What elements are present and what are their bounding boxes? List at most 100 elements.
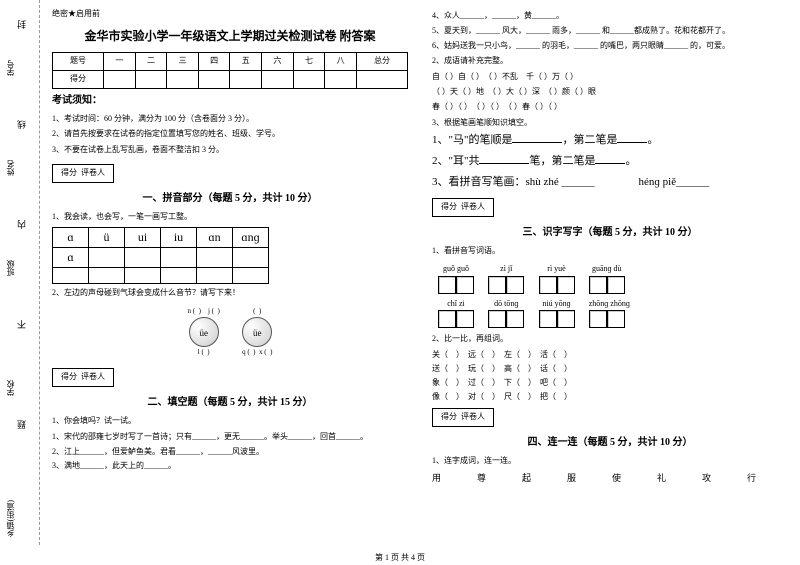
blank: [512, 133, 562, 143]
fill-item: 3、满地______，此天上的______。: [52, 460, 408, 473]
question-text: 2、比一比，再组词。: [432, 333, 788, 346]
char-box: [438, 276, 456, 294]
score-header: 题号: [53, 52, 104, 70]
stroke-num: 1、: [432, 134, 449, 146]
notice-item: 1、考试时间：60 分钟，满分为 100 分（含卷面分 3 分）。: [52, 113, 408, 126]
question-text: 1、我会读，也会写，一笔一画写工整。: [52, 211, 408, 224]
score-entry-box: 得分 评卷人: [432, 408, 494, 427]
pinyin-label: guānɡ dù: [589, 263, 625, 276]
score-entry-box: 得分 评卷人: [52, 164, 114, 183]
char-box: [589, 276, 607, 294]
page-footer: 第 1 页 共 4 页: [0, 552, 800, 563]
left-column: 绝密★启用前 金华市实验小学一年级语文上学期过关检测试卷 附答案 题号 一 二 …: [40, 0, 420, 545]
binding-label: 班级: [5, 260, 16, 276]
stroke-char: "马": [449, 134, 469, 146]
fill-item: 5、夏天到，______ 风大，______ 雨多，______ 和______…: [432, 25, 788, 38]
right-column: 4、众人______，______，黄______。 5、夏天到，______ …: [420, 0, 800, 545]
score-left: 得分: [441, 202, 457, 211]
score-cell: [167, 70, 199, 88]
compare-row: 关（ ） 远（ ） 左（ ） 活（ ）: [432, 349, 788, 362]
compare-row: 象（ ） 过（ ） 下（ ） 吧（ ）: [432, 377, 788, 390]
score-entry-box: 得分 评卷人: [52, 368, 114, 387]
char-box: [539, 276, 557, 294]
binding-mark: 封: [15, 20, 28, 29]
blank: [617, 133, 647, 143]
ray-label: l: [198, 348, 200, 356]
notice-item: 3、不要在试卷上乱写乱画，卷面不整洁扣 3 分。: [52, 144, 408, 157]
char-box: [557, 310, 575, 328]
score-row-label: 得分: [53, 70, 104, 88]
section-title: 一、拼音部分（每题 5 分，共计 10 分）: [52, 191, 408, 207]
score-entry-box: 得分 评卷人: [432, 198, 494, 217]
pinyin-cell: ɑnɡ: [233, 227, 269, 247]
ray-label: x: [259, 348, 263, 356]
section-title: 四、连一连（每题 5 分，共计 10 分）: [432, 435, 788, 451]
fill-item: 4、众人______，______，黄______。: [432, 10, 788, 23]
pinyin-cell: ɑ: [53, 227, 89, 247]
score-left: 得分: [441, 412, 457, 421]
pinyin-label: niú yōnɡ: [539, 298, 575, 311]
score-header: 总分: [356, 52, 407, 70]
compare-row: 送（ ） 玩（ ） 高（ ） 话（ ）: [432, 363, 788, 376]
stroke-char: "耳": [449, 155, 469, 167]
secret-label: 绝密★启用前: [52, 8, 408, 21]
score-cell: [293, 70, 325, 88]
char-box: [438, 310, 456, 328]
ray-label: q: [242, 348, 246, 356]
binding-margin: 乡镇(街道) 学校 班级 姓名 学号 题 不 内 线 封: [0, 0, 40, 545]
score-header: 二: [135, 52, 167, 70]
score-cell: [104, 70, 136, 88]
stroke-tail: 。: [625, 155, 636, 167]
question-text: 2、成语请补充完整。: [432, 55, 788, 68]
score-right: 评卷人: [461, 202, 485, 211]
pinyin-label: zhōnɡ zhōnɡ: [589, 298, 630, 311]
char-box: [589, 310, 607, 328]
section-title: 三、识字写字（每题 5 分，共计 10 分）: [432, 225, 788, 241]
binding-mark: 不: [15, 320, 28, 329]
idiom-row: 春（ ）（ ） （ ）（ ） （ ）春（ ）（ ）: [432, 101, 788, 114]
question-text: 3、根据笔画笔顺知识填空。: [432, 117, 788, 130]
score-right: 评卷人: [461, 412, 485, 421]
connect-chars: 用 尊 起 服 使 礼 攻 行: [432, 471, 788, 485]
binding-mark: 题: [15, 420, 28, 429]
pinyin-label: chǐ zi: [438, 298, 474, 311]
score-table: 题号 一 二 三 四 五 六 七 八 总分 得分: [52, 52, 408, 89]
binding-mark: 线: [15, 120, 28, 129]
score-header: 一: [104, 52, 136, 70]
pinyin-cell: iu: [161, 227, 197, 247]
char-box: [539, 310, 557, 328]
compare-row: 像（ ） 对（ ） 尺（ ） 把（ ）: [432, 391, 788, 404]
notice-item: 2、请首先按要求在试卷的指定位置填写您的姓名、班级、学号。: [52, 128, 408, 141]
pinyin-writing-table: ɑ ü ui iu ɑn ɑnɡ ɑ: [52, 227, 269, 284]
balloon-diagram: n ( ) j ( ) üe l ( ) ( ) üe q ( ) x ( ): [52, 306, 408, 358]
pinyin-cell: ü: [89, 227, 125, 247]
idiom-row: 自（ ）自（ ） （ ）不乱 千（ ）万（ ）: [432, 71, 788, 84]
stroke-tail: 。: [647, 134, 658, 146]
stroke-text: 笔，第二笔是: [529, 155, 595, 167]
ray-label: n: [188, 307, 192, 315]
fill-item: 1、宋代的邵雍七岁时写了一首诗；只有______，更无______。举头____…: [52, 431, 408, 444]
blank: [595, 154, 625, 164]
fill-item: 6、姑妈送我一只小鸟，______ 的羽毛，______ 的嘴巴，两只眼睛___…: [432, 40, 788, 53]
score-left: 得分: [61, 168, 77, 177]
char-box: [607, 276, 625, 294]
char-grid-row: chǐ zi dō tōnɡ niú yōnɡ zhōnɡ zhōnɡ: [432, 296, 788, 331]
pinyin-label: dō tōnɡ: [488, 298, 524, 311]
score-cell: [135, 70, 167, 88]
idiom-row: （ ）天（ ）地 （ ）大（ ）深 （ ）颜（ ）眼: [432, 86, 788, 99]
score-header: 三: [167, 52, 199, 70]
score-header: 六: [262, 52, 294, 70]
binding-label: 学校: [5, 380, 16, 396]
score-cell: [198, 70, 230, 88]
stroke-item: 1、"马"的笔顺是，第二笔是。: [432, 132, 788, 150]
stroke-item: 3、看拼音写笔画：shù zhé ______ hénɡ piě______: [432, 174, 788, 192]
pinyin-label: guǒ guǒ: [438, 263, 474, 276]
stroke-num: 2、: [432, 155, 449, 167]
char-box: [607, 310, 625, 328]
pinyin-label: rì yuè: [539, 263, 575, 276]
score-header: 四: [198, 52, 230, 70]
binding-label: 乡镇(街道): [5, 500, 16, 537]
question-text: 2、左边的声母碰到气球会变成什么音节？请写下来！: [52, 287, 408, 300]
exam-title: 金华市实验小学一年级语文上学期过关检测试卷 附答案: [52, 27, 408, 46]
char-box: [506, 276, 524, 294]
